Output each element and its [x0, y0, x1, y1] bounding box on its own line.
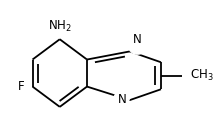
Circle shape	[114, 92, 130, 103]
Circle shape	[130, 43, 145, 54]
Text: F: F	[18, 80, 25, 93]
Text: NH$_2$: NH$_2$	[48, 19, 72, 34]
Text: N: N	[118, 93, 126, 106]
Text: CH$_3$: CH$_3$	[190, 68, 214, 83]
Text: N: N	[133, 33, 142, 46]
